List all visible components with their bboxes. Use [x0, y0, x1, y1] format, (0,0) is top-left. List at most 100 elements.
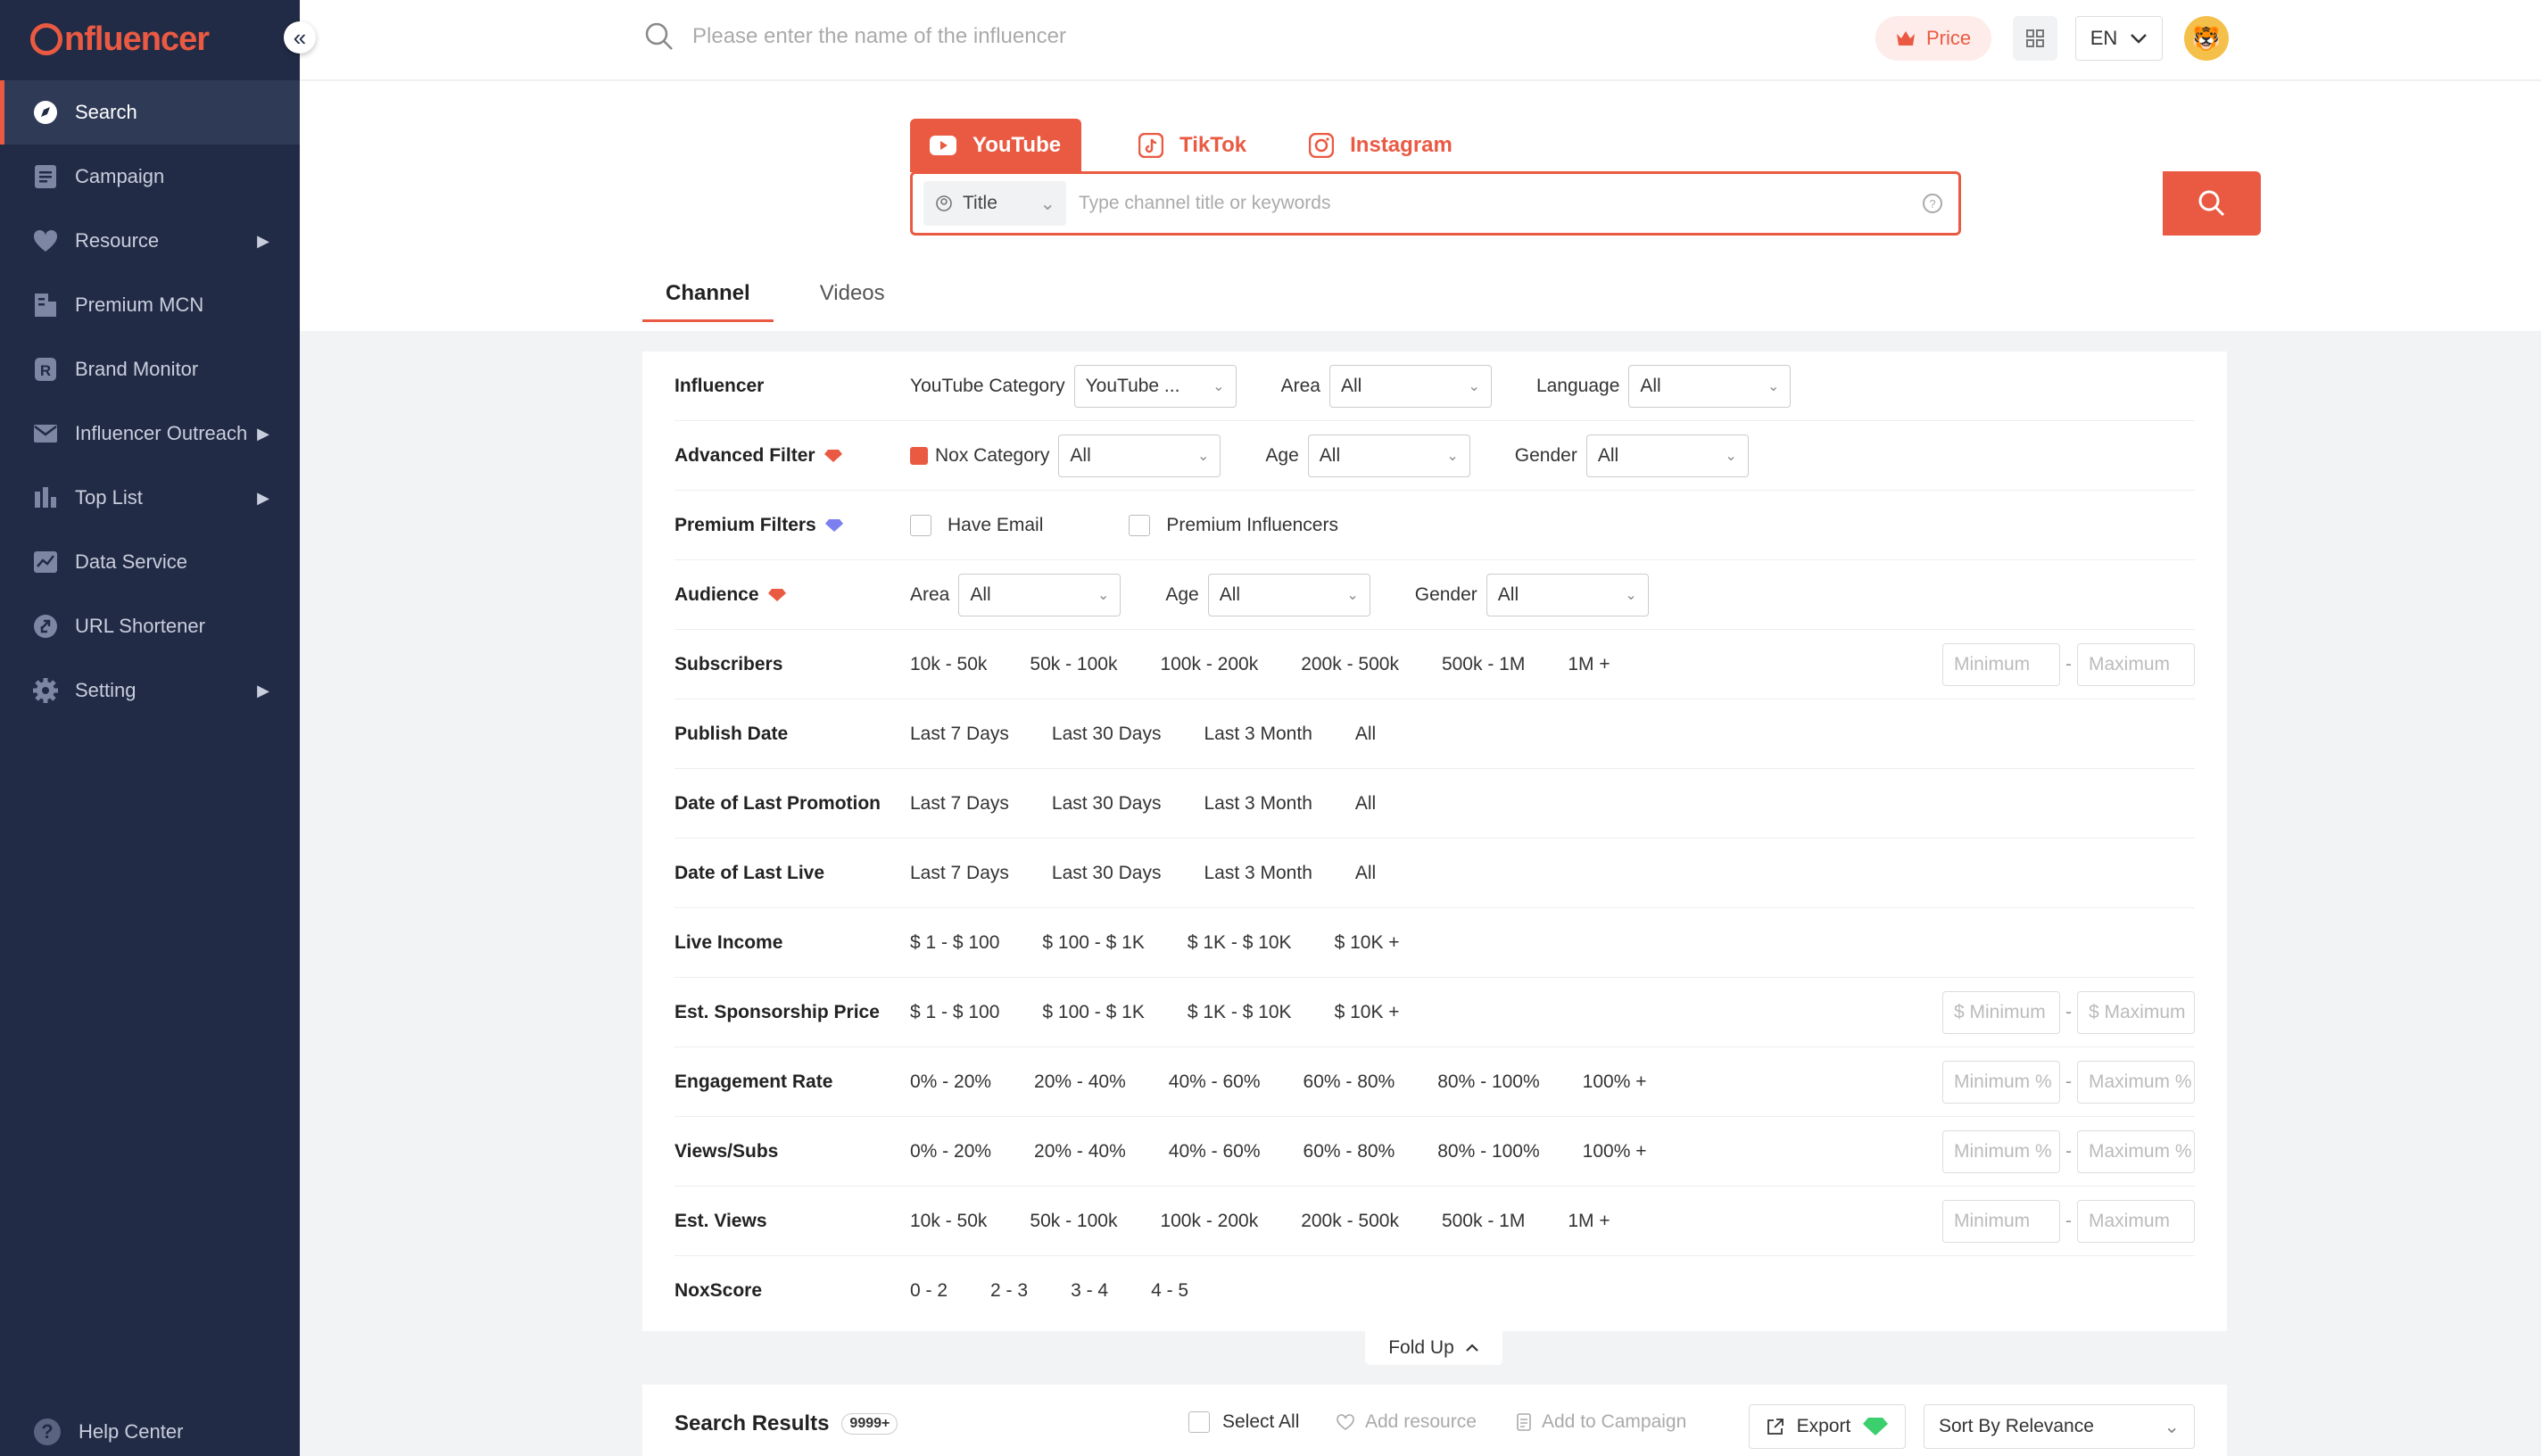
- gender-select[interactable]: All ⌄: [1585, 434, 1749, 477]
- fold-up-button[interactable]: Fold Up: [1365, 1331, 1502, 1365]
- nox-category-checkbox[interactable]: [910, 446, 928, 465]
- audience-gender-select[interactable]: All ⌄: [1486, 573, 1649, 616]
- filter-option[interactable]: 100% +: [1582, 1071, 1647, 1092]
- filter-option[interactable]: 80% - 100%: [1437, 1071, 1540, 1092]
- filter-option[interactable]: Last 30 Days: [1051, 723, 1162, 744]
- filter-option[interactable]: $ 1 - $ 100: [910, 1001, 1000, 1022]
- filter-option[interactable]: 10k - 50k: [910, 653, 988, 674]
- filter-option[interactable]: 1M +: [1568, 653, 1610, 674]
- filter-option[interactable]: 0% - 20%: [910, 1140, 992, 1162]
- min-input[interactable]: Minimum: [1942, 1199, 2060, 1243]
- filter-option[interactable]: $ 10K +: [1334, 1001, 1400, 1022]
- filter-option[interactable]: All: [1354, 723, 1377, 744]
- tab-videos[interactable]: Videos: [819, 281, 885, 305]
- area-select[interactable]: All ⌄: [1328, 364, 1492, 408]
- audience-age-select[interactable]: All ⌄: [1207, 573, 1370, 616]
- filter-option[interactable]: 1M +: [1568, 1210, 1610, 1231]
- filter-option[interactable]: 20% - 40%: [1034, 1071, 1126, 1092]
- add-resource-button[interactable]: Add resource: [1337, 1411, 1477, 1433]
- filter-option[interactable]: 60% - 80%: [1303, 1140, 1395, 1162]
- filter-option[interactable]: $ 1 - $ 100: [910, 931, 1000, 953]
- filter-option[interactable]: 200k - 500k: [1301, 1210, 1399, 1231]
- sidebar-item-premium-mcn[interactable]: Premium MCN: [0, 273, 300, 337]
- filter-option[interactable]: 4 - 5: [1151, 1280, 1189, 1301]
- sidebar-item-data-service[interactable]: Data Service: [0, 530, 300, 594]
- avatar[interactable]: 🐯: [2184, 16, 2229, 61]
- filter-option[interactable]: $ 100 - $ 1K: [1042, 931, 1145, 953]
- min-input[interactable]: Minimum %: [1942, 1060, 2060, 1104]
- filter-option[interactable]: $ 100 - $ 1K: [1042, 1001, 1145, 1022]
- help-center-link[interactable]: ? Help Center: [34, 1419, 183, 1445]
- tab-tiktok[interactable]: TikTok: [1119, 119, 1266, 172]
- sidebar-item-campaign[interactable]: Campaign: [0, 145, 300, 209]
- filter-option[interactable]: All: [1354, 792, 1377, 814]
- filter-option[interactable]: $ 1K - $ 10K: [1187, 931, 1292, 953]
- youtube-category-select[interactable]: YouTube ... ⌄: [1073, 364, 1237, 408]
- language-filter-select[interactable]: All ⌄: [1628, 364, 1792, 408]
- filter-option[interactable]: 20% - 40%: [1034, 1140, 1126, 1162]
- max-input[interactable]: Maximum %: [2077, 1129, 2195, 1173]
- filter-option[interactable]: $ 10K +: [1334, 931, 1400, 953]
- filter-option[interactable]: Last 3 Month: [1204, 723, 1312, 744]
- max-input[interactable]: $ Maximum: [2077, 990, 2195, 1034]
- filter-option[interactable]: 3 - 4: [1071, 1280, 1109, 1301]
- sidebar-item-url-shortener[interactable]: URL Shortener: [0, 594, 300, 658]
- tab-instagram[interactable]: Instagram: [1289, 119, 1472, 172]
- filter-option[interactable]: 200k - 500k: [1301, 653, 1399, 674]
- filter-option[interactable]: 500k - 1M: [1441, 1210, 1526, 1231]
- export-button[interactable]: Export: [1749, 1404, 1906, 1449]
- sidebar-item-search[interactable]: Search: [0, 80, 300, 145]
- sidebar-item-setting[interactable]: Setting ▶: [0, 658, 300, 723]
- filter-option[interactable]: 50k - 100k: [1030, 653, 1118, 674]
- filter-option[interactable]: 0 - 2: [910, 1280, 948, 1301]
- filter-option[interactable]: $ 1K - $ 10K: [1187, 1001, 1292, 1022]
- filter-option[interactable]: Last 7 Days: [910, 792, 1009, 814]
- filter-option[interactable]: 500k - 1M: [1441, 653, 1526, 674]
- min-input[interactable]: Minimum %: [1942, 1129, 2060, 1173]
- sort-select[interactable]: Sort By Relevance ⌄: [1924, 1404, 2195, 1449]
- filter-option[interactable]: Last 30 Days: [1051, 792, 1162, 814]
- filter-option[interactable]: All: [1354, 862, 1377, 883]
- nox-category-select[interactable]: All ⌄: [1058, 434, 1221, 477]
- filter-option[interactable]: 40% - 60%: [1168, 1140, 1261, 1162]
- filter-option[interactable]: Last 7 Days: [910, 862, 1009, 883]
- filter-option[interactable]: 10k - 50k: [910, 1210, 988, 1231]
- filter-option[interactable]: 60% - 80%: [1303, 1071, 1395, 1092]
- min-input[interactable]: $ Minimum: [1942, 990, 2060, 1034]
- language-select[interactable]: EN: [2075, 16, 2163, 61]
- filter-option[interactable]: 40% - 60%: [1168, 1071, 1261, 1092]
- tab-youtube[interactable]: YouTube: [910, 119, 1081, 172]
- sidebar-item-brand-monitor[interactable]: R Brand Monitor: [0, 337, 300, 401]
- brand-logo[interactable]: nfluencer: [30, 20, 210, 59]
- search-type-select[interactable]: Title ⌄: [923, 181, 1066, 226]
- sidebar-item-influencer-outreach[interactable]: Influencer Outreach ▶: [0, 401, 300, 466]
- sidebar-item-resource[interactable]: Resource ▶: [0, 209, 300, 273]
- collapse-sidebar-button[interactable]: «: [284, 21, 316, 54]
- filter-option[interactable]: Last 7 Days: [910, 723, 1009, 744]
- influencer-search-input[interactable]: Please enter the name of the influencer: [644, 21, 1066, 52]
- filter-option[interactable]: 50k - 100k: [1030, 1210, 1118, 1231]
- select-all-checkbox[interactable]: Select All: [1188, 1411, 1299, 1433]
- tab-channel[interactable]: Channel: [642, 269, 774, 322]
- max-input[interactable]: Maximum %: [2077, 1060, 2195, 1104]
- max-input[interactable]: Maximum: [2077, 642, 2195, 686]
- filter-option[interactable]: 100% +: [1582, 1140, 1647, 1162]
- max-input[interactable]: Maximum: [2077, 1199, 2195, 1243]
- filter-option[interactable]: 2 - 3: [990, 1280, 1029, 1301]
- filter-option[interactable]: 100k - 200k: [1160, 1210, 1259, 1231]
- price-button[interactable]: Price: [1875, 16, 1991, 61]
- filter-option[interactable]: 0% - 20%: [910, 1071, 992, 1092]
- premium-influencers-checkbox[interactable]: [1129, 514, 1151, 536]
- help-question-icon[interactable]: ?: [1923, 194, 1942, 213]
- apps-grid-button[interactable]: [2013, 16, 2057, 61]
- add-to-campaign-button[interactable]: Add to Campaign: [1517, 1411, 1686, 1433]
- audience-area-select[interactable]: All ⌄: [958, 573, 1122, 616]
- filter-option[interactable]: Last 3 Month: [1204, 862, 1312, 883]
- sidebar-item-top-list[interactable]: Top List ▶: [0, 466, 300, 530]
- filter-option[interactable]: Last 3 Month: [1204, 792, 1312, 814]
- filter-option[interactable]: 100k - 200k: [1160, 653, 1259, 674]
- filter-option[interactable]: 80% - 100%: [1437, 1140, 1540, 1162]
- filter-option[interactable]: Last 30 Days: [1051, 862, 1162, 883]
- search-button[interactable]: [2163, 171, 2261, 236]
- have-email-checkbox[interactable]: [910, 514, 931, 536]
